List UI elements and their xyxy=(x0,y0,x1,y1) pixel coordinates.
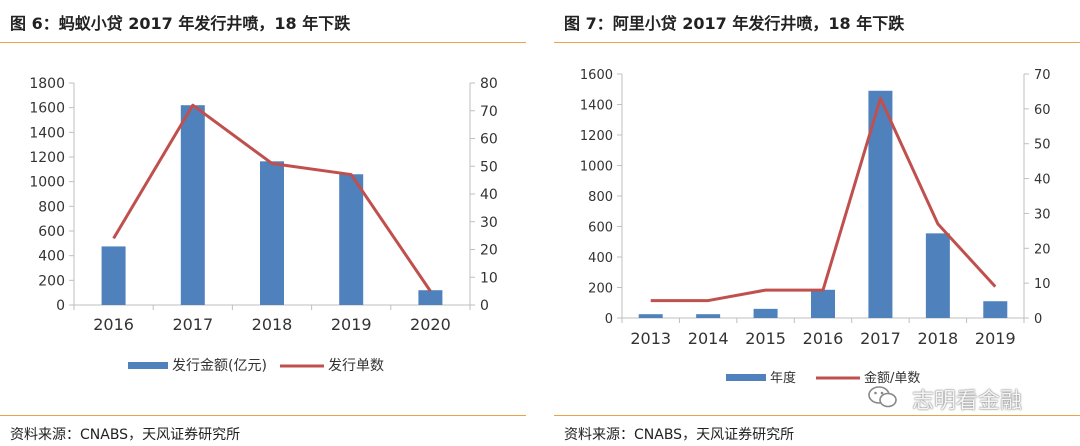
y-tick-label-right: 10 xyxy=(1034,277,1051,292)
series-line xyxy=(112,103,432,292)
y-tick-label-left: 600 xyxy=(588,221,613,236)
x-tick-label: 2016 xyxy=(93,315,134,334)
y-tick-label-left: 400 xyxy=(588,251,613,266)
y-tick-label-left: 200 xyxy=(38,273,65,289)
panel-title: 图 7：阿里小贷 2017 年发行井喷，18 年下跌 xyxy=(564,14,905,33)
bar xyxy=(811,289,835,318)
x-tick-label: 2019 xyxy=(331,315,372,334)
bar xyxy=(339,174,364,305)
legend-swatch-bar xyxy=(726,374,766,381)
y-tick-label-right: 50 xyxy=(1034,138,1051,153)
x-tick-label: 2020 xyxy=(410,315,451,334)
y-tick-label-left: 1000 xyxy=(580,160,613,175)
x-tick-label: 2018 xyxy=(252,315,293,334)
y-tick-label-right: 0 xyxy=(1034,312,1042,327)
bar xyxy=(101,246,126,305)
y-tick-label-left: 600 xyxy=(38,224,65,240)
y-tick-label-right: 0 xyxy=(480,298,489,314)
y-tick-label-right: 60 xyxy=(480,132,498,148)
y-tick-label-left: 1200 xyxy=(29,150,65,166)
legend-label: 发行金额(亿元) xyxy=(172,358,267,374)
x-tick-label: 2017 xyxy=(172,315,213,334)
x-tick-label: 2019 xyxy=(975,329,1016,348)
y-tick-label-right: 30 xyxy=(480,215,498,231)
x-tick-label: 2014 xyxy=(688,329,729,348)
chart-ali: 0 200 400 600 800 1000 1200 1400 1600 0 10 20 30 40 50… xyxy=(580,68,1051,386)
bar xyxy=(983,301,1008,318)
bar xyxy=(260,161,284,305)
panel-title: 图 6：蚂蚁小贷 2017 年发行井喷，18 年下跌 xyxy=(10,14,351,33)
y-tick-label-left: 200 xyxy=(588,282,613,297)
x-tick-label: 2013 xyxy=(630,329,671,348)
legend-swatch-bar xyxy=(128,362,168,369)
y-tick-label-left: 0 xyxy=(605,312,613,327)
x-tick-label: 2018 xyxy=(917,329,958,348)
chart-panel-ant: 图 6：蚂蚁小贷 2017 年发行井喷，18 年下跌 0 200 400 600 800… xyxy=(0,0,526,446)
y-tick-label-right: 60 xyxy=(1034,103,1051,118)
legend-label: 发行单数 xyxy=(328,358,384,374)
y-tick-label-right: 30 xyxy=(1034,207,1051,222)
source-note: 资料来源：CNABS，天风证券研究所 xyxy=(10,427,241,443)
bar xyxy=(753,308,778,318)
watermark-text: 志明看金融 xyxy=(912,389,1023,414)
y-tick-label-right: 40 xyxy=(1034,173,1051,188)
y-tick-label-left: 1400 xyxy=(580,99,613,114)
y-tick-label-right: 10 xyxy=(480,270,498,286)
divider xyxy=(554,42,1080,43)
y-tick-label-left: 400 xyxy=(38,249,65,265)
chart-ant: 0 200 400 600 800 1000 1200 1400 1600 1800 0 10 20 30… xyxy=(29,76,498,374)
y-tick-label-left: 800 xyxy=(38,199,65,215)
bar xyxy=(180,105,205,305)
y-tick-label-right: 40 xyxy=(480,187,498,203)
y-tick-label-right: 20 xyxy=(1034,242,1051,257)
y-tick-label-right: 50 xyxy=(480,159,498,175)
bar xyxy=(696,314,721,318)
wechat-icon xyxy=(868,386,897,408)
x-tick-label: 2016 xyxy=(803,329,844,348)
chart-panel-ali: 图 7：阿里小贷 2017 年发行井喷，18 年下跌 0 200 400 600 800… xyxy=(554,0,1080,446)
y-tick-label-left: 1200 xyxy=(580,129,613,144)
bar xyxy=(418,290,443,305)
divider xyxy=(0,415,526,416)
bar xyxy=(638,314,663,318)
divider xyxy=(0,42,526,43)
y-tick-label-left: 1600 xyxy=(580,68,613,83)
legend-label: 年度 xyxy=(770,370,796,386)
source-note: 资料来源：CNABS，天风证券研究所 xyxy=(564,427,795,443)
y-tick-label-left: 1800 xyxy=(29,76,65,92)
series-line xyxy=(650,96,997,303)
x-tick-label: 2015 xyxy=(745,329,786,348)
y-tick-label-right: 70 xyxy=(480,104,498,120)
y-tick-label-left: 1000 xyxy=(29,175,65,191)
bar xyxy=(925,233,950,318)
x-tick-label: 2017 xyxy=(860,329,901,348)
y-tick-label-left: 800 xyxy=(588,190,613,205)
divider xyxy=(554,415,1080,416)
y-tick-label-right: 80 xyxy=(480,76,498,92)
y-tick-label-left: 0 xyxy=(56,298,65,314)
legend-label: 金额/单数 xyxy=(864,370,920,386)
y-tick-label-left: 1600 xyxy=(29,101,65,117)
y-tick-label-right: 70 xyxy=(1034,68,1051,83)
y-tick-label-right: 20 xyxy=(480,243,498,259)
y-tick-label-left: 1400 xyxy=(29,125,65,141)
